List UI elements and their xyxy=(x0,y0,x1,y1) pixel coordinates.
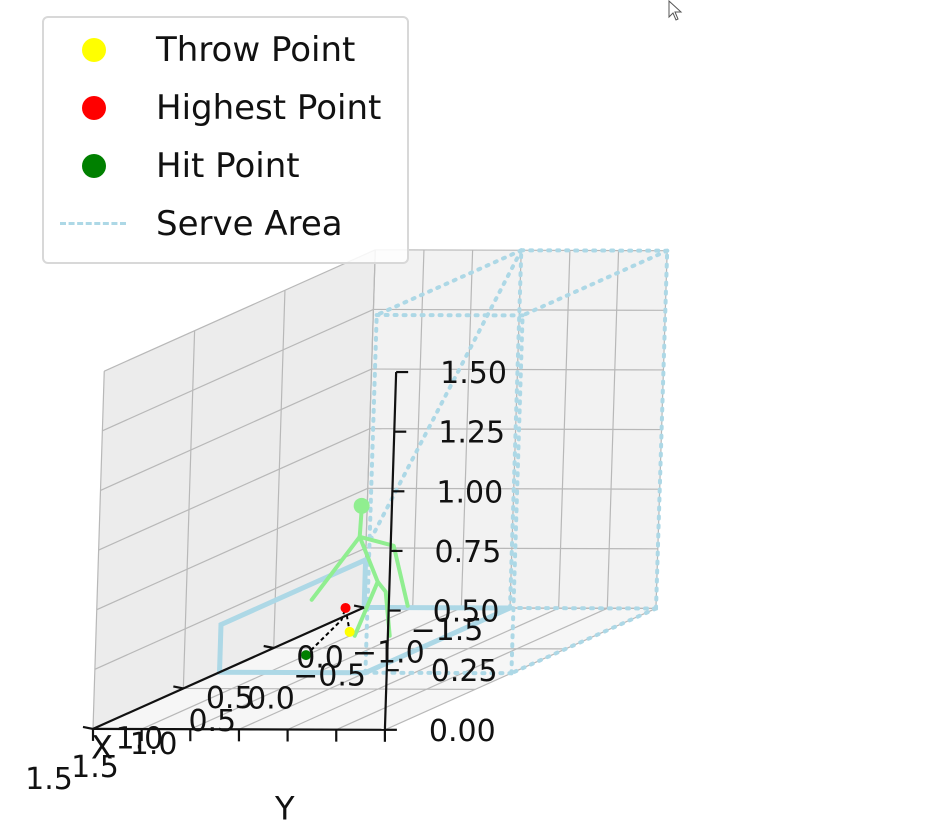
serve-area-dotted-edge xyxy=(508,606,658,611)
throw-point-marker xyxy=(344,626,355,637)
legend-item-serve-area: Serve Area xyxy=(44,204,407,244)
legend-label: Serve Area xyxy=(156,204,343,244)
grid-line-z-left xyxy=(96,487,369,611)
z-tick-label: 0.25 xyxy=(431,654,498,689)
grid-line-z-left xyxy=(98,428,370,551)
y-tick-label: 1.5 xyxy=(71,750,119,785)
legend-label: Throw Point xyxy=(156,30,356,70)
z-tick-label: 1.00 xyxy=(436,475,503,510)
serve-area-solid-wall xyxy=(217,555,369,675)
grid-line-y-wall xyxy=(412,249,425,608)
grid-line-z-left xyxy=(94,547,367,670)
serve-area-dotted-edge xyxy=(509,313,525,676)
grid-line-z-left xyxy=(104,249,376,372)
grid-line-y-floor xyxy=(384,607,657,731)
skeleton-arms xyxy=(309,534,410,608)
grid-line-x-wall xyxy=(273,290,286,649)
y-tick-label: 0.0 xyxy=(247,681,295,716)
z-tick-label: 0.00 xyxy=(429,714,496,749)
z-tick-label: 0.75 xyxy=(435,535,502,570)
x-tick-label: 1.0 xyxy=(115,721,163,756)
z-tick-label: 1.25 xyxy=(438,416,505,451)
z-tick-label: 0.50 xyxy=(433,595,500,630)
serve-area-dotted-edge xyxy=(374,248,524,317)
arrow-cursor-icon xyxy=(668,0,683,21)
legend: Throw Point Highest Point Hit Point Serv… xyxy=(42,16,409,264)
x-axis-label: X xyxy=(91,728,113,766)
y-axis-label: Y xyxy=(274,789,295,827)
serve-area-lines xyxy=(217,248,670,676)
y-tick-label: −0.5 xyxy=(293,659,366,694)
legend-item-throw-point: Throw Point xyxy=(44,30,407,70)
serve-area-dotted-edge xyxy=(367,248,524,544)
tick-labels: 0.00.51.01.51.51.00.50.0−0.5−1.0−1.50.00… xyxy=(25,356,507,797)
grid-line-y-floor xyxy=(190,607,462,730)
x-axis-line xyxy=(92,606,365,730)
highest-point-marker xyxy=(340,602,351,613)
x-tick-mark xyxy=(173,685,184,690)
skeleton-head xyxy=(353,497,370,514)
grid-line-y-wall xyxy=(460,250,474,608)
x-tick-label: 1.5 xyxy=(25,762,73,797)
legend-label: Hit Point xyxy=(156,146,300,186)
serve-area-dotted-edge xyxy=(509,606,658,676)
grid-line-x-wall xyxy=(182,330,196,689)
serve-area-dotted-edge xyxy=(363,670,514,676)
point-markers xyxy=(300,602,355,661)
throw-point-marker-icon xyxy=(82,38,106,62)
grid-line-z-left xyxy=(100,368,372,491)
y-tick-label: −1.5 xyxy=(410,613,483,648)
grid-line-y-wall xyxy=(606,250,620,609)
skeleton-leg-left xyxy=(352,579,380,638)
serve-area-dotted-edge xyxy=(654,248,670,611)
grid-line-y-floor xyxy=(336,607,608,731)
player-skeleton xyxy=(309,497,410,638)
y-tick-label: 1.0 xyxy=(130,727,178,762)
ball-trajectory-line xyxy=(305,607,351,656)
y-tick-label: −1.0 xyxy=(352,636,425,671)
axis-labels: XY xyxy=(91,728,295,827)
grid-line-y-wall xyxy=(558,250,571,609)
legend-item-hit-point: Hit Point xyxy=(44,146,407,186)
hit-point-marker-icon xyxy=(82,154,106,178)
highest-point-marker-icon xyxy=(82,96,106,120)
z-tick-label: 1.50 xyxy=(440,356,507,391)
serve-area-dotted-edge xyxy=(363,313,379,675)
grid-line-z-left xyxy=(102,308,374,432)
serve-area-dotted-edge xyxy=(508,248,524,610)
x-tick-mark xyxy=(82,725,94,730)
hit-point-marker xyxy=(300,650,311,661)
x-tick-mark xyxy=(353,604,365,609)
grid-line-x-wall xyxy=(92,371,105,729)
legend-item-highest-point: Highest Point xyxy=(44,88,407,128)
x-tick-label: 0.0 xyxy=(296,641,344,676)
x-tick-mark xyxy=(263,644,274,650)
y-tick-label: 0.5 xyxy=(188,704,236,739)
x-tick-label: 0.5 xyxy=(206,681,254,716)
serve-area-dotted-edge xyxy=(520,248,670,318)
legend-label: Highest Point xyxy=(156,88,382,128)
serve-area-dotted-edge xyxy=(363,606,512,675)
serve-area-dashed-line-icon xyxy=(60,222,126,225)
